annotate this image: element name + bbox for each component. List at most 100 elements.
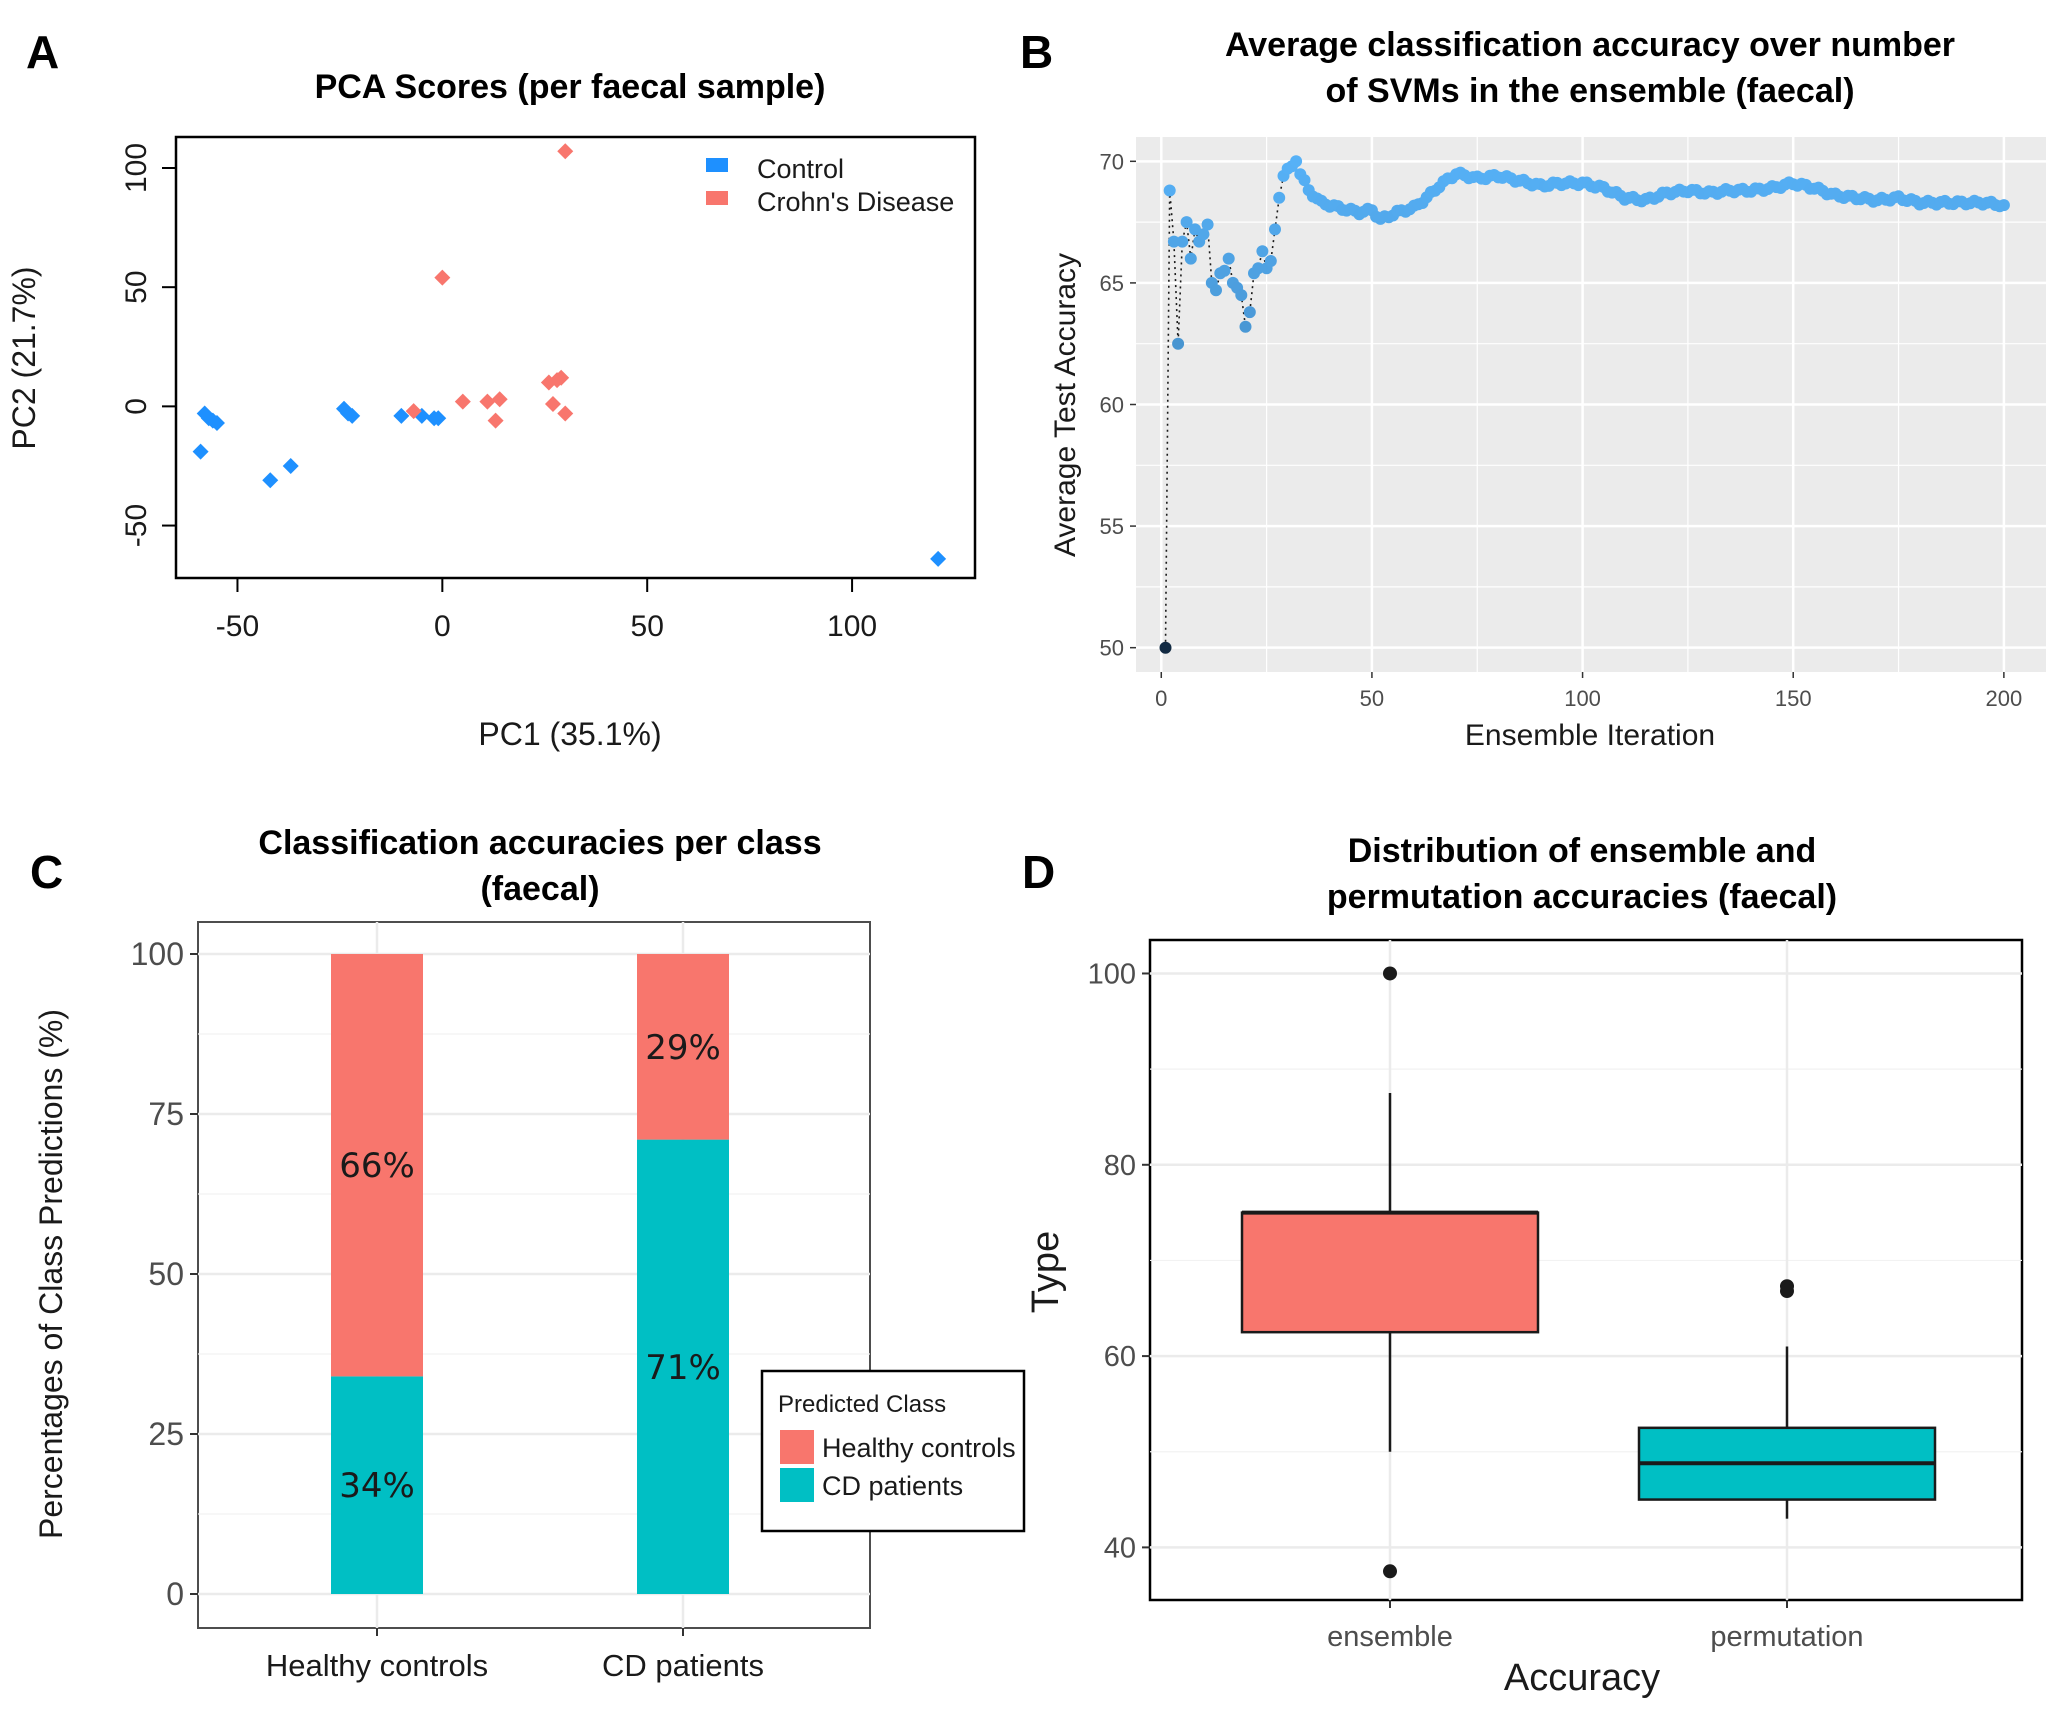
x-axis-title-a: PC1 (35.1%): [478, 716, 661, 752]
y-tick-label: 50: [120, 270, 153, 303]
y-tick-label: 100: [1088, 958, 1136, 990]
panel-letter-a: A: [26, 26, 59, 78]
y-axis-title-c: Percentages of Class Predictions (%): [33, 1009, 69, 1539]
y-tick-label: 55: [1100, 514, 1124, 539]
scatter-point: [487, 412, 504, 429]
accuracy-point: [1172, 337, 1185, 350]
axis-ticks-c: 0 25 50 75 100 Healthy controls CD patients: [131, 936, 764, 1683]
chart-title-b-line-2: of SVMs in the ensemble (faecal): [1325, 72, 1854, 110]
panel-c: C Classification accuracies per class (f…: [30, 824, 1026, 1683]
x-tick-label: 100: [827, 610, 877, 643]
grid-b: [1136, 137, 2046, 672]
bar-segment: [331, 954, 423, 1377]
x-tick-label: 100: [1564, 686, 1601, 711]
y-tick-label: 100: [131, 936, 184, 972]
bar-value-label: 71%: [645, 1348, 721, 1388]
bar-value-label: 34%: [339, 1466, 415, 1506]
bar-value-label: 29%: [645, 1028, 721, 1068]
x-axis-title-d: Accuracy: [1504, 1657, 1660, 1699]
scatter-point: [208, 415, 225, 432]
y-tick-label: 0: [166, 1576, 184, 1612]
chart-title-b-line-1: Average classification accuracy over num…: [1225, 26, 1955, 64]
chart-title-c-line-1: Classification accuracies per class: [258, 824, 821, 862]
y-axis-title-b: Average Test Accuracy: [1049, 253, 1082, 557]
legend-swatch-cd: [780, 1468, 814, 1502]
panel-letter-b: B: [1020, 26, 1053, 78]
x-tick-label: -50: [216, 610, 259, 643]
bar-segment: [637, 1139, 729, 1594]
chart-title-c-line-2: (faecal): [480, 870, 599, 908]
y-tick-label: 50: [1100, 636, 1124, 661]
box: [1240, 1211, 1540, 1334]
scatter-point: [282, 457, 299, 474]
accuracy-point: [1210, 284, 1222, 297]
x-tick-label: permutation: [1710, 1621, 1863, 1653]
scatter-points-a: [192, 143, 947, 567]
accuracy-point: [1197, 228, 1210, 241]
y-tick-label: 75: [148, 1096, 184, 1132]
scatter-point: [544, 395, 561, 412]
scatter-point: [405, 403, 422, 420]
accuracy-point: [1243, 306, 1256, 319]
accuracy-point: [1176, 235, 1189, 248]
boxplots-d: [1240, 966, 1937, 1579]
outlier-point: [1780, 1284, 1794, 1299]
accuracy-point: [1290, 155, 1303, 168]
accuracy-point: [1222, 252, 1235, 265]
scatter-point: [434, 269, 451, 286]
scatter-point: [192, 443, 209, 460]
panel-b: B Average classification accuracy over n…: [1020, 26, 2046, 752]
panel-letter-d: D: [1022, 846, 1055, 898]
accuracy-point: [1997, 199, 2010, 212]
x-tick-label: 0: [434, 610, 451, 643]
y-tick-label: 100: [120, 143, 153, 193]
accuracy-point: [1201, 218, 1214, 231]
accuracy-point: [1256, 245, 1269, 258]
scatter-point: [344, 407, 361, 424]
accuracy-point: [1180, 216, 1193, 229]
y-tick-label: 70: [1100, 149, 1124, 174]
y-tick-label: 80: [1104, 1150, 1136, 1182]
legend-c: Predicted Class Healthy controls CD pati…: [760, 1369, 1026, 1533]
chart-title-d-line-2: permutation accuracies (faecal): [1327, 878, 1837, 916]
accuracy-point: [1273, 191, 1286, 204]
legend-label-control: Control: [757, 154, 844, 184]
accuracy-point: [1298, 174, 1311, 187]
panel-d: D Distribution of ensemble and permutati…: [1022, 832, 2024, 1699]
y-tick-label: 60: [1100, 393, 1124, 418]
y-tick-label: 25: [148, 1416, 184, 1452]
x-tick-label: 0: [1155, 686, 1167, 711]
x-tick-label: 150: [1775, 686, 1812, 711]
y-tick-label: 0: [120, 398, 153, 415]
accuracy-point: [1239, 320, 1252, 333]
y-axis-title-a: PC2 (21.7%): [6, 266, 42, 449]
legend-label-healthy: Healthy controls: [822, 1433, 1016, 1463]
accuracy-point: [1167, 235, 1180, 248]
scatter-point: [479, 393, 496, 410]
bar-segment: [637, 954, 729, 1140]
accuracy-point: [1218, 264, 1231, 277]
chart-title-d-line-1: Distribution of ensemble and: [1348, 832, 1816, 870]
scatter-point: [393, 407, 410, 424]
accuracy-point: [1235, 289, 1248, 302]
scatter-point: [557, 143, 574, 160]
accuracy-point: [1264, 255, 1277, 267]
legend-swatch-healthy: [780, 1430, 814, 1464]
y-axis-title-d: Type: [1025, 1231, 1067, 1313]
bar-segment: [331, 1376, 423, 1594]
scatter-point: [454, 393, 471, 410]
y-tick-label: 60: [1104, 1341, 1136, 1373]
chart-title-a: PCA Scores (per faecal sample): [315, 68, 826, 106]
scatter-point: [491, 391, 508, 408]
scatter-point: [262, 472, 279, 489]
bars-c: 34% 66% 71% 29%: [331, 954, 729, 1594]
scatter-point: [430, 410, 447, 427]
scatter-point: [930, 550, 947, 567]
accuracy-point: [1269, 223, 1281, 236]
panel-letter-c: C: [30, 846, 63, 898]
x-tick-label: CD patients: [602, 1648, 764, 1683]
legend-label-cd: CD patients: [822, 1471, 963, 1501]
y-tick-label: -50: [120, 504, 153, 547]
scatter-point: [557, 405, 574, 422]
